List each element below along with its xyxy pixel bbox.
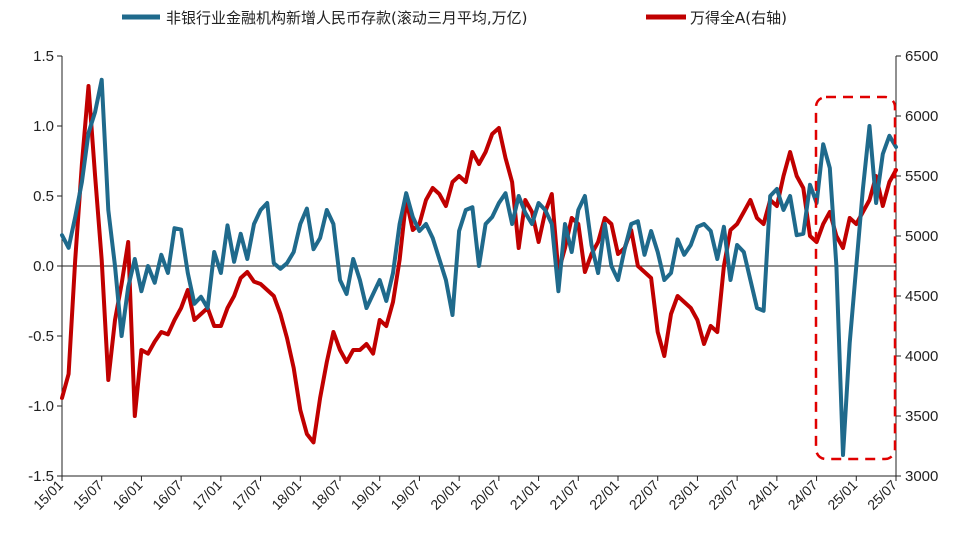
x-tick-label: 24/01: [745, 477, 781, 513]
left-tick-label: 1.0: [33, 118, 54, 135]
legend-label-index: 万得全A(右轴): [690, 9, 787, 27]
left-tick-label: -1.5: [28, 468, 54, 485]
x-tick-label: 15/07: [70, 477, 106, 513]
x-tick-label: 18/01: [268, 477, 304, 513]
x-tick-label: 19/07: [387, 477, 423, 513]
right-tick-label: 6000: [905, 108, 938, 125]
right-tick-label: 5500: [905, 168, 938, 185]
series-line-deposits: [60, 77, 898, 457]
x-tick-label: 21/07: [546, 477, 582, 513]
left-tick-label: 0.0: [33, 258, 54, 275]
x-tick-label: 19/01: [348, 477, 384, 513]
right-tick-label: 5000: [905, 228, 938, 245]
x-tick-label: 22/07: [626, 477, 662, 513]
legend-label-deposits: 非银行业金融机构新增人民币存款(滚动三月平均,万亿): [166, 9, 527, 27]
x-tick-label: 17/07: [229, 477, 265, 513]
x-tick-label: 21/01: [507, 477, 543, 513]
right-tick-label: 4000: [905, 348, 938, 365]
x-tick-label: 25/07: [864, 477, 900, 513]
right-tick-label: 3500: [905, 408, 938, 425]
left-tick-label: -1.0: [28, 398, 54, 415]
x-tick-label: 25/01: [824, 477, 860, 513]
x-tick-label: 16/01: [109, 477, 145, 513]
x-tick-label: 20/07: [467, 477, 503, 513]
x-tick-label: 17/01: [189, 477, 225, 513]
right-tick-label: 6500: [905, 48, 938, 65]
series-line-index: [60, 84, 898, 445]
right-tick-label: 3000: [905, 468, 938, 485]
axes: -1.5 -1.0 -0.5 0.0 0.5 1.0 1.5 3000 3500 4000 450…: [28, 48, 938, 513]
left-tick-label: 1.5: [33, 48, 54, 65]
left-tick-label: 0.5: [33, 188, 54, 205]
right-tick-label: 4500: [905, 288, 938, 305]
x-tick-label: 24/07: [785, 477, 821, 513]
x-tick-label: 20/01: [427, 477, 463, 513]
x-tick-label: 23/01: [665, 477, 701, 513]
x-tick-label: 18/07: [308, 477, 344, 513]
x-tick-label: 16/07: [149, 477, 185, 513]
legend: 非银行业金融机构新增人民币存款(滚动三月平均,万亿) 万得全A(右轴): [122, 9, 787, 27]
x-tick-label: 23/07: [705, 477, 741, 513]
x-tick-label: 22/01: [586, 477, 622, 513]
highlight-dashed-box: [814, 95, 897, 461]
left-tick-label: -0.5: [28, 328, 54, 345]
